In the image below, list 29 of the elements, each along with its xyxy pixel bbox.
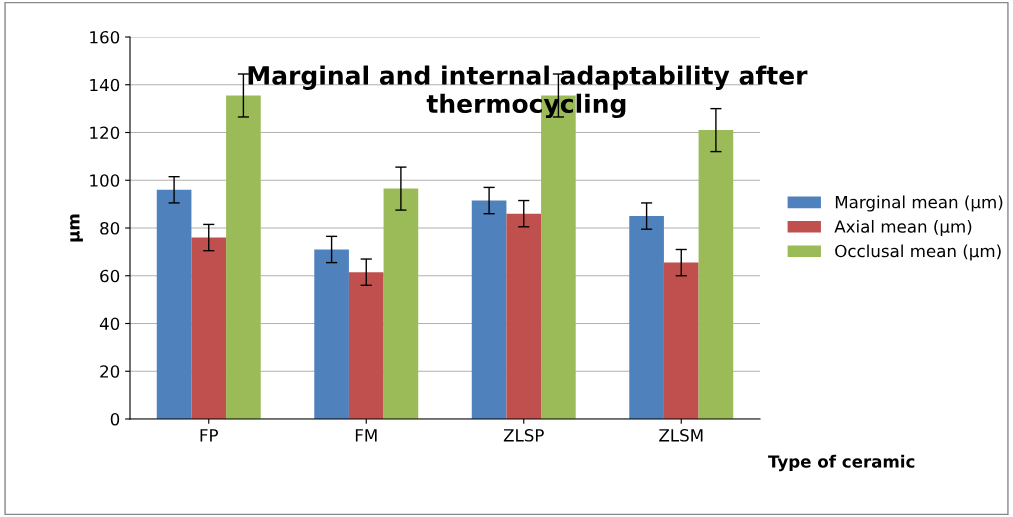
- y-tick-label: 140: [90, 78, 120, 92]
- bar: [314, 249, 349, 419]
- bar: [348, 272, 384, 419]
- y-tick-label: 120: [90, 126, 120, 140]
- bar: [471, 200, 507, 419]
- legend-label: Occlusal mean (µm): [835, 244, 1001, 261]
- x-tick-label: FP: [200, 429, 218, 442]
- bar: [383, 188, 419, 419]
- y-tick-label: 80: [100, 221, 120, 235]
- y-tick-label: 0: [110, 412, 120, 426]
- y-axis-title: µm: [70, 214, 83, 242]
- x-tick-label: ZLSP: [503, 429, 544, 442]
- bar: [226, 95, 261, 419]
- bar: [698, 130, 734, 419]
- y-tick-label: 60: [100, 269, 120, 283]
- x-axis-title: Type of ceramic: [768, 454, 915, 472]
- y-tick-label: 100: [90, 174, 120, 187]
- bar: [156, 189, 192, 419]
- y-tick-label: 160: [90, 30, 120, 44]
- bar: [506, 213, 542, 419]
- x-tick-label: ZLSM: [659, 429, 703, 442]
- bar: [629, 216, 664, 419]
- bar: [663, 262, 699, 419]
- legend-label: Axial mean (µm): [834, 219, 972, 237]
- legend-label: Marginal mean (µm): [835, 195, 1003, 212]
- y-tick-label: 40: [99, 317, 120, 331]
- x-tick-label: FM: [355, 429, 377, 442]
- y-tick-label: 20: [100, 365, 120, 378]
- bar: [191, 237, 227, 419]
